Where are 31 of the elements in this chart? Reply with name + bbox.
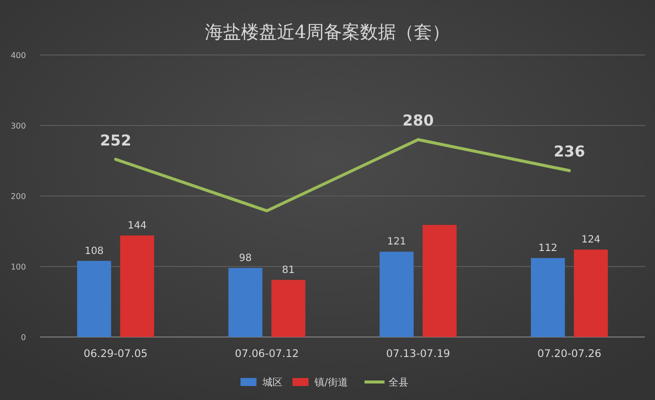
- data-label: 98: [239, 252, 252, 264]
- x-tick-label: 07.20-07.26: [537, 348, 602, 360]
- y-tick-label: 0: [20, 333, 26, 342]
- bar: [422, 224, 457, 337]
- bar: [77, 260, 112, 337]
- bar: [228, 268, 262, 337]
- bar: [271, 280, 306, 337]
- data-label: 252: [100, 131, 132, 150]
- data-label: 144: [128, 220, 147, 232]
- data-label: 81: [282, 264, 295, 276]
- bar: [530, 258, 565, 337]
- data-label: 121: [387, 236, 406, 248]
- chart-title: 海盐楼盘近4周备案数据（套）: [204, 22, 450, 43]
- bar: [380, 252, 414, 337]
- y-tick-label: 300: [10, 122, 26, 130]
- data-label: 108: [84, 246, 104, 257]
- y-tick-label: 400: [10, 51, 26, 60]
- x-tick-label: 07.06-07.12: [234, 348, 299, 360]
- legend-label: 镇/街道: [314, 376, 348, 388]
- x-tick-label: 07.13-07.19: [386, 348, 450, 360]
- data-label: 236: [554, 142, 586, 161]
- legend-label: 城区: [262, 376, 282, 388]
- data-label: 112: [538, 243, 558, 254]
- y-tick-label: 200: [10, 192, 26, 201]
- x-tick-label: 06.29-07.05: [84, 348, 148, 360]
- data-label: 124: [581, 234, 600, 246]
- bar: [574, 250, 608, 337]
- bar: [120, 235, 154, 337]
- data-label: 280: [402, 112, 434, 130]
- y-tick-label: 100: [10, 262, 26, 272]
- legend-label: 全县: [388, 376, 408, 388]
